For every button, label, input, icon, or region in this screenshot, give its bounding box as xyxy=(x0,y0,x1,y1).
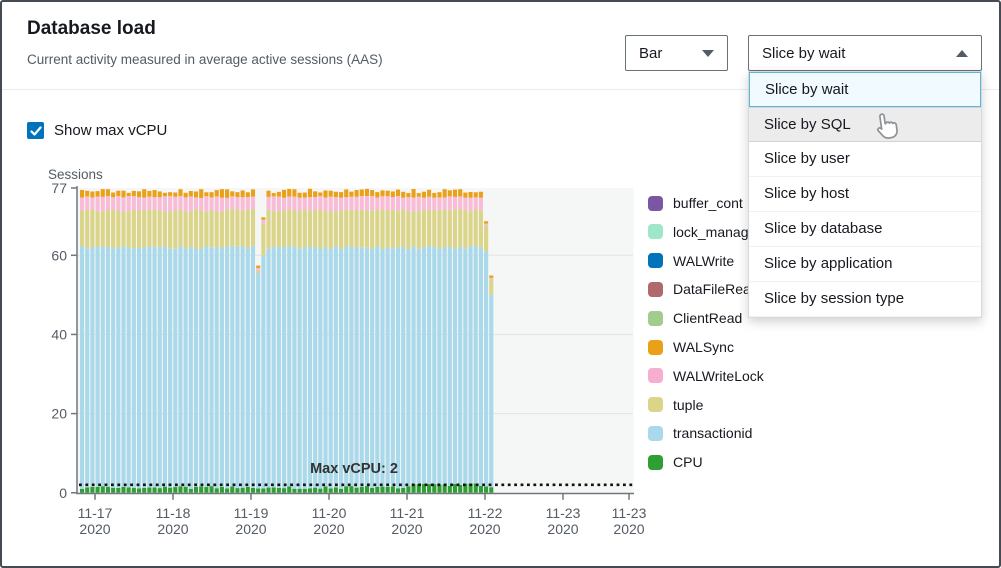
x-tick-year: 2020 xyxy=(469,521,500,537)
legend-item-walsync[interactable]: WALSync xyxy=(648,336,734,358)
chart-type-select[interactable]: Bar xyxy=(625,35,728,71)
legend-swatch xyxy=(648,454,663,470)
menu-item-slice-by-host[interactable]: Slice by host xyxy=(749,177,981,212)
legend-swatch xyxy=(648,368,663,384)
chart-type-value: Bar xyxy=(639,44,663,62)
legend-label: transactionid xyxy=(673,425,753,442)
slice-by-value: Slice by wait xyxy=(762,44,846,62)
axes: 02040607711-17202011-18202011-19202011-2… xyxy=(51,180,646,537)
x-tick-year: 2020 xyxy=(613,521,644,537)
x-tick-year: 2020 xyxy=(157,521,188,537)
x-tick-year: 2020 xyxy=(313,521,344,537)
legend-label: tuple xyxy=(673,396,704,413)
legend-label: CPU xyxy=(673,454,703,471)
legend-item-walwritelock[interactable]: WALWriteLock xyxy=(648,365,764,387)
x-tick-label: 11-23 xyxy=(546,505,581,521)
x-tick-label: 11-23 xyxy=(612,505,647,521)
slice-by-select[interactable]: Slice by wait xyxy=(748,35,982,71)
database-load-chart[interactable]: Max vCPU: 202040607711-17202011-18202011… xyxy=(2,162,702,562)
show-max-vcpu-checkbox[interactable]: Show max vCPU xyxy=(27,122,167,139)
legend-swatch xyxy=(648,195,663,211)
legend-item-walwrite[interactable]: WALWrite xyxy=(648,250,734,272)
legend-swatch xyxy=(648,397,663,413)
menu-item-slice-by-wait[interactable]: Slice by wait xyxy=(749,72,981,107)
legend-swatch xyxy=(648,253,663,269)
chevron-down-icon xyxy=(702,49,714,57)
legend-swatch xyxy=(648,339,663,355)
y-tick-label: 40 xyxy=(51,326,67,342)
legend-label: WALSync xyxy=(673,339,734,355)
legend-label: lock_manag xyxy=(673,223,749,240)
menu-item-slice-by-database[interactable]: Slice by database xyxy=(749,212,981,247)
stacked-bars xyxy=(80,188,494,493)
x-tick-label: 11-18 xyxy=(156,505,191,521)
y-axis-title: Sessions xyxy=(48,167,103,182)
legend-item-tuple[interactable]: tuple xyxy=(648,394,703,416)
checkbox-icon[interactable] xyxy=(27,122,44,139)
x-tick-year: 2020 xyxy=(391,521,422,537)
legend-item-clientread[interactable]: ClientRead xyxy=(648,307,742,329)
legend-item-cpu[interactable]: CPU xyxy=(648,451,703,473)
x-tick-year: 2020 xyxy=(235,521,266,537)
page-title: Database load xyxy=(27,18,156,39)
legend-item-transactionid[interactable]: transactionid xyxy=(648,422,752,444)
x-tick-label: 11-22 xyxy=(468,505,503,521)
legend-item-buffer_cont[interactable]: buffer_cont xyxy=(648,192,743,214)
y-tick-label: 60 xyxy=(51,247,67,263)
y-tick-label: 20 xyxy=(51,406,67,422)
x-tick-label: 11-17 xyxy=(78,505,113,521)
menu-item-slice-by-session-type[interactable]: Slice by session type xyxy=(749,282,981,317)
chevron-up-icon xyxy=(956,49,968,57)
page-subtitle: Current activity measured in average act… xyxy=(27,52,383,67)
menu-item-slice-by-user[interactable]: Slice by user xyxy=(749,142,981,177)
legend-label: DataFileRea xyxy=(673,281,751,298)
legend-label: WALWrite xyxy=(673,252,735,269)
x-tick-label: 11-21 xyxy=(390,505,425,521)
header-divider xyxy=(2,89,999,90)
y-tick-label: 77 xyxy=(51,180,67,196)
menu-item-slice-by-sql[interactable]: Slice by SQL xyxy=(749,107,981,142)
y-tick-label: 0 xyxy=(59,485,67,501)
legend-swatch xyxy=(648,224,663,240)
legend-item-lock_manag[interactable]: lock_manag xyxy=(648,221,749,243)
x-tick-year: 2020 xyxy=(79,521,110,537)
x-tick-year: 2020 xyxy=(547,521,578,537)
checkmark-icon xyxy=(29,125,42,136)
legend-label: WALWriteLock xyxy=(673,367,764,384)
show-max-vcpu-label: Show max vCPU xyxy=(54,122,168,139)
legend-label: ClientRead xyxy=(673,310,743,327)
legend-swatch xyxy=(648,281,663,297)
max-vcpu-label: Max vCPU: 2 xyxy=(310,461,398,477)
legend-label: buffer_cont xyxy=(673,195,743,211)
legend-swatch xyxy=(648,310,663,326)
x-tick-label: 11-19 xyxy=(234,505,269,521)
x-tick-label: 11-20 xyxy=(312,505,347,521)
legend-swatch xyxy=(648,425,663,441)
menu-item-slice-by-application[interactable]: Slice by application xyxy=(749,247,981,282)
slice-by-dropdown-menu: Slice by wait Slice by SQL Slice by user Sl… xyxy=(748,71,982,318)
legend-item-datafilerea[interactable]: DataFileRea xyxy=(648,278,751,300)
